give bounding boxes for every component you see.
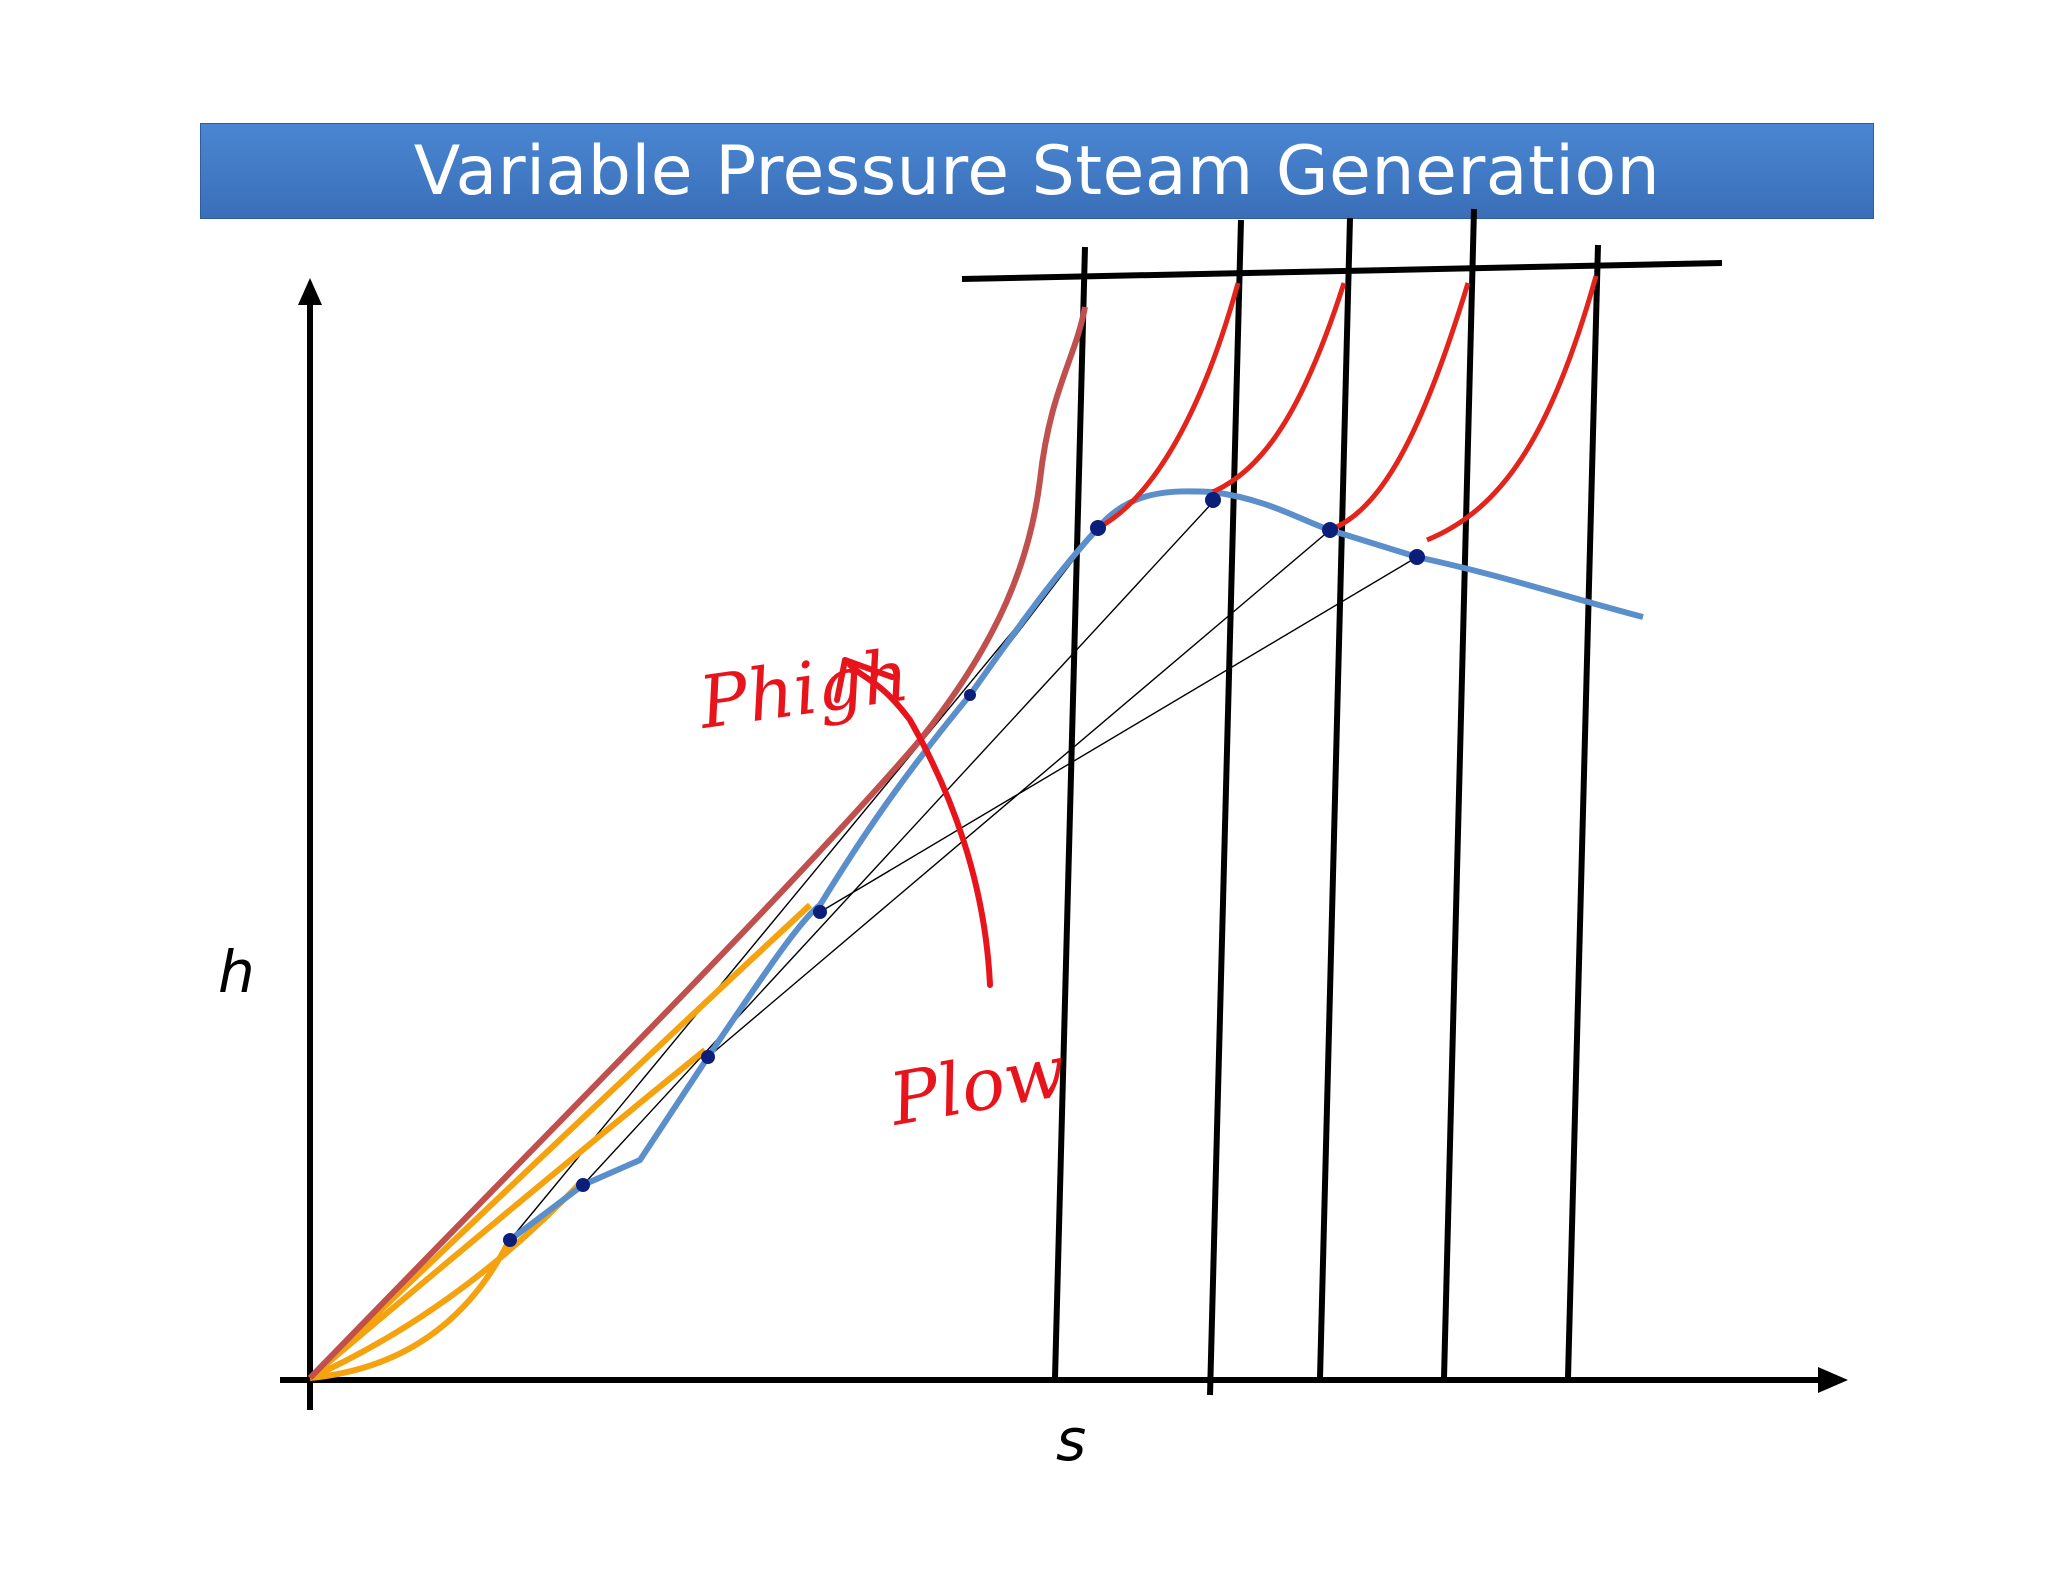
superheat-curves: [1096, 275, 1599, 543]
superheat-curve-4: [1426, 275, 1599, 543]
liquid-heating-curves: [307, 902, 813, 1381]
pressure-change-arrow: [834, 657, 993, 988]
superheat-curve-1: [1096, 282, 1241, 531]
expansion-lines: [1052, 208, 1601, 1396]
critical-path-curve: [307, 306, 1088, 1381]
axes: h s: [218, 278, 1848, 1474]
expansion-line-1: [1052, 246, 1088, 1379]
expansion-line-3: [1317, 217, 1353, 1379]
top-limit-line: [961, 260, 1723, 282]
expansion-line-2: [1207, 219, 1244, 1396]
expansion-line-5: [1565, 244, 1601, 1379]
state-markers: [503, 492, 1425, 1247]
slide-title: Variable Pressure Steam Generation: [413, 131, 1661, 211]
slide-title-bar: Variable Pressure Steam Generation: [200, 123, 1874, 219]
y-axis-label: h: [218, 938, 255, 1006]
x-axis-arrowhead: [1818, 1367, 1848, 1393]
annotation-low-pressure: Plow: [882, 1028, 1072, 1142]
superheat-curve-2: [1211, 282, 1347, 495]
annotation-high-pressure: Phigh: [692, 633, 914, 746]
y-axis-arrowhead: [298, 278, 322, 305]
x-axis-label: s: [1056, 1406, 1086, 1474]
superheat-curve-3: [1329, 282, 1471, 533]
expansion-line-4: [1441, 208, 1477, 1379]
